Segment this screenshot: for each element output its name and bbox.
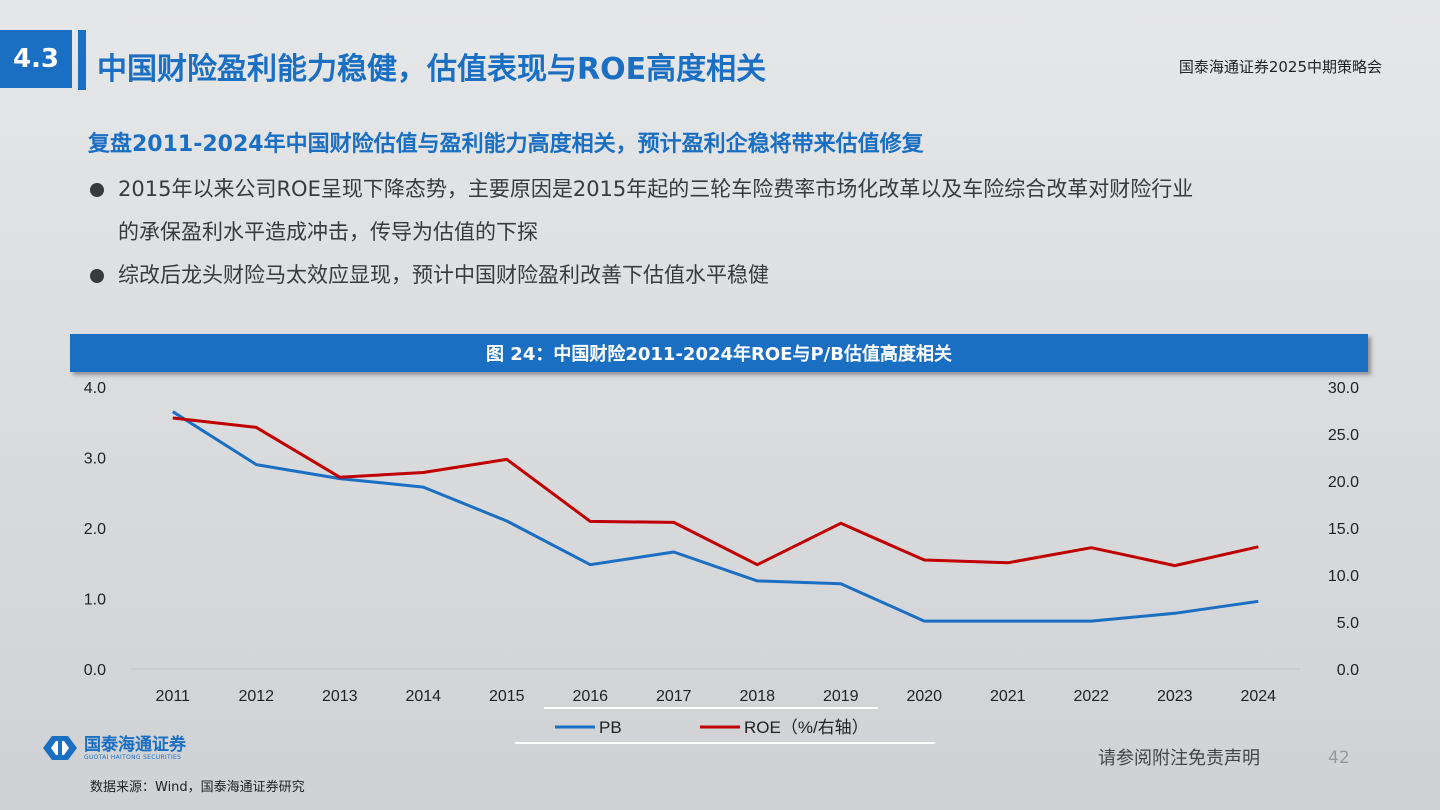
title-accent-bar: [78, 30, 86, 90]
page-number: 42: [1328, 748, 1350, 768]
x-tick-label: 2022: [1073, 688, 1109, 705]
bullet-dot-icon: [90, 183, 104, 197]
bullet-text: 的承保盈利水平造成冲击，传导为估值的下探: [118, 220, 538, 244]
y-right-tick-label: 0.0: [1337, 662, 1359, 679]
y-left-tick-label: 0.0: [84, 662, 106, 679]
bullet-item: 2015年以来公司ROE呈现下降态势，主要原因是2015年起的三轮车险费率市场化…: [88, 168, 1358, 254]
subtitle: 复盘2011-2024年中国财险估值与盈利能力高度相关，预计盈利企稳将带来估值修…: [88, 132, 924, 157]
bullet-list: 2015年以来公司ROE呈现下降态势，主要原因是2015年起的三轮车险费率市场化…: [88, 168, 1358, 297]
decorative-line: [515, 742, 935, 744]
section-number-badge: 4.3: [0, 30, 72, 88]
chart-title: 图 24：中国财险2011-2024年ROE与P/B估值高度相关: [70, 334, 1368, 372]
y-right-tick-label: 5.0: [1337, 615, 1359, 632]
series-line-roe: [172, 416, 1259, 568]
y-left-tick-label: 3.0: [84, 451, 106, 468]
x-tick-label: 2011: [156, 688, 191, 705]
bullet-text: 综改后龙头财险马太效应显现，预计中国财险盈利改善下估值水平稳健: [118, 263, 769, 287]
y-right-tick-label: 25.0: [1328, 427, 1359, 444]
x-tick-label: 2018: [739, 688, 775, 705]
company-logo: 国泰海通证券 GUOTAI HAITONG SECURITIES: [42, 735, 186, 761]
data-source: 数据来源：Wind，国泰海通证券研究: [90, 780, 305, 795]
x-tick-label: 2012: [238, 688, 274, 705]
brand-meeting-label: 国泰海通证券2025中期策略会: [1178, 58, 1382, 76]
bullet-text: 2015年以来公司ROE呈现下降态势，主要原因是2015年起的三轮车险费率市场化…: [118, 177, 1194, 201]
decorative-line: [544, 707, 878, 709]
legend-label: ROE（%/右轴）: [744, 718, 869, 737]
x-tick-label: 2019: [823, 688, 859, 705]
x-tick-label: 2014: [405, 688, 441, 705]
x-tick-label: 2024: [1240, 688, 1276, 705]
bullet-dot-icon: [90, 269, 104, 283]
x-tick-label: 2016: [572, 688, 608, 705]
y-right-tick-label: 20.0: [1328, 474, 1359, 491]
x-tick-label: 2017: [656, 688, 692, 705]
logo-name: 国泰海通证券: [84, 734, 186, 755]
y-left-tick-label: 2.0: [84, 521, 106, 538]
logo-english-name: GUOTAI HAITONG SECURITIES: [84, 753, 182, 761]
x-tick-label: 2020: [906, 688, 942, 705]
bullet-item: 综改后龙头财险马太效应显现，预计中国财险盈利改善下估值水平稳健: [88, 254, 1358, 297]
y-left-tick-label: 4.0: [84, 380, 106, 397]
disclaimer-link[interactable]: 请参阅附注免责声明: [1098, 748, 1260, 769]
series-line-pb: [171, 410, 1259, 623]
x-tick-label: 2021: [990, 688, 1026, 705]
x-tick-label: 2015: [489, 688, 525, 705]
x-tick-label: 2013: [322, 688, 358, 705]
y-right-tick-label: 30.0: [1328, 380, 1359, 397]
y-right-tick-label: 10.0: [1328, 568, 1359, 585]
logo-icon: [43, 736, 77, 760]
y-right-tick-label: 15.0: [1328, 521, 1359, 538]
y-left-tick-label: 1.0: [84, 592, 106, 609]
page-title: 中国财险盈利能力稳健，估值表现与ROE高度相关: [97, 52, 767, 87]
x-tick-label: 2023: [1157, 688, 1193, 705]
legend-label: PB: [599, 718, 622, 737]
